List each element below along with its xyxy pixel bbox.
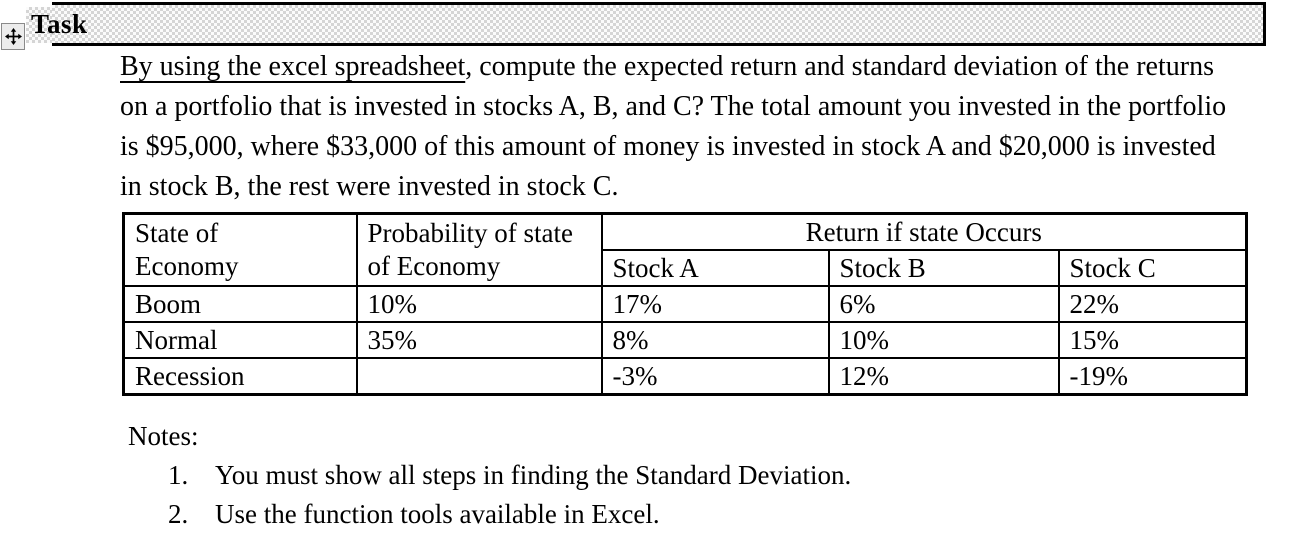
table-row-boom: Boom 10% 17% 6% 22%	[122, 285, 1248, 323]
header-state-line2: Economy	[135, 251, 239, 281]
cell-stock-a: 8%	[600, 321, 830, 359]
cell-stock-c: -19%	[1057, 357, 1248, 396]
cell-stock-a: 17%	[600, 285, 830, 323]
paragraph-underlined-lead: By using the excel spreadsheet	[120, 51, 466, 82]
cell-stock-c: 22%	[1057, 285, 1248, 323]
header-probability: Probability of state of Economy	[355, 212, 603, 287]
notes-label: Notes:	[128, 421, 199, 451]
returns-table: State of Economy Probability of state of…	[122, 212, 1248, 396]
table-row-normal: Normal 35% 8% 10% 15%	[122, 321, 1248, 359]
cell-state: Normal	[122, 321, 358, 359]
cell-stock-b: 6%	[827, 285, 1060, 323]
note-number: 2.	[168, 499, 189, 529]
note-number: 1.	[168, 460, 189, 490]
header-return-if-state-occurs: Return if state Occurs	[600, 212, 1248, 251]
cell-stock-b: 10%	[827, 321, 1060, 359]
note-item-1: 1. You must show all steps in finding th…	[128, 459, 851, 492]
header-prob-line1: Probability of state	[367, 218, 573, 248]
cell-probability: 35%	[355, 321, 603, 359]
header-stock-b: Stock B	[827, 249, 1060, 287]
task-header-bar	[52, 2, 1266, 46]
cell-probability: 10%	[355, 285, 603, 323]
cell-stock-a: -3%	[600, 357, 830, 396]
note-text: You must show all steps in finding the S…	[215, 460, 852, 490]
notes-section: Notes: 1. You must show all steps in fin…	[128, 420, 851, 531]
table-header-row-1: State of Economy Probability of state of…	[122, 212, 1248, 287]
task-bar-title: Task	[31, 9, 88, 39]
cell-state: Recession	[122, 357, 358, 396]
move-icon	[4, 28, 22, 45]
cell-probability	[355, 357, 603, 396]
task-paragraph: By using the excel spreadsheet, compute …	[120, 47, 1228, 207]
header-stock-c: Stock C	[1057, 249, 1248, 287]
note-item-2: 2. Use the function tools available in E…	[128, 498, 851, 531]
table-row-recession: Recession -3% 12% -19%	[122, 357, 1248, 396]
cell-stock-b: 12%	[827, 357, 1060, 396]
paragraph-body: , compute the expected return and standa…	[120, 51, 1227, 202]
header-prob-line2: of Economy	[367, 251, 501, 281]
task-bar-pattern-lead	[26, 7, 53, 43]
header-stock-a: Stock A	[600, 249, 830, 287]
note-text: Use the function tools available in Exce…	[215, 499, 660, 529]
header-state-line1: State of	[135, 218, 219, 248]
table-move-handle[interactable]	[1, 23, 25, 50]
table-header-row-2: Stock A Stock B Stock C	[124, 249, 1248, 287]
header-state-of-economy: State of Economy	[122, 212, 358, 287]
cell-stock-c: 15%	[1057, 321, 1248, 359]
cell-state: Boom	[122, 285, 358, 323]
